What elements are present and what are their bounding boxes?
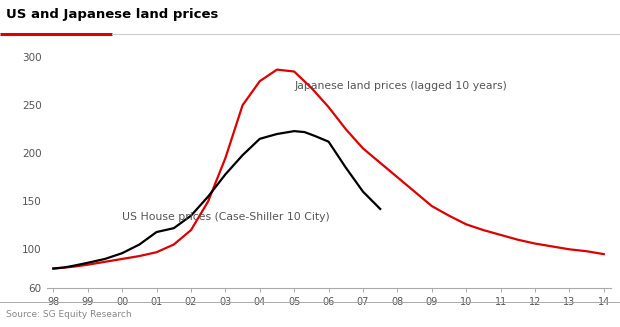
Text: Source: SG Equity Research: Source: SG Equity Research xyxy=(6,310,132,319)
Text: Japanese land prices (lagged 10 years): Japanese land prices (lagged 10 years) xyxy=(294,81,507,91)
Text: US and Japanese land prices: US and Japanese land prices xyxy=(6,8,219,21)
Text: US House prices (Case-Shiller 10 City): US House prices (Case-Shiller 10 City) xyxy=(122,212,330,222)
